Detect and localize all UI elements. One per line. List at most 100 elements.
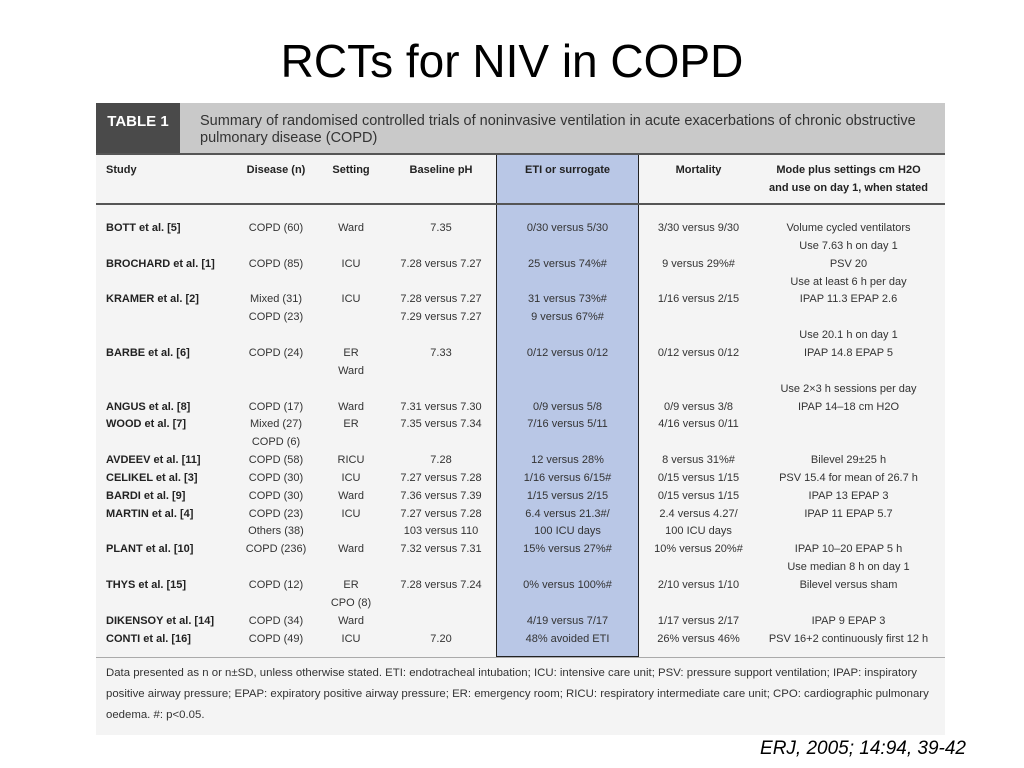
cell-ph: 7.20 bbox=[430, 632, 452, 645]
cell-disease: Others (38) bbox=[248, 525, 304, 538]
cell-mortality: 2/10 versus 1/10 bbox=[657, 579, 740, 591]
cell-mode: IPAP 14–18 cm H2O bbox=[797, 400, 900, 413]
cell-mode: PSV 15.4 for mean of 26.7 h bbox=[779, 471, 918, 484]
cell-eti: 0/9 versus 5/8 bbox=[532, 400, 603, 413]
cell-disease: COPD (30) bbox=[248, 489, 304, 502]
cell-eti: 1/16 versus 6/15# bbox=[523, 471, 612, 484]
cell-study: WOOD et al. [7] bbox=[106, 418, 187, 431]
cell-setting: Ward bbox=[338, 364, 364, 377]
cell-disease: COPD (60) bbox=[248, 222, 304, 234]
header-bottom-rule bbox=[96, 203, 945, 205]
cell-eti: 7/16 versus 5/11 bbox=[527, 418, 608, 431]
cell-mortality: 8 versus 31%# bbox=[662, 454, 735, 467]
cell-mortality: 1/16 versus 2/15 bbox=[657, 293, 740, 306]
eti-column-highlight bbox=[496, 153, 639, 657]
cell-ph: 7.29 versus 7.27 bbox=[400, 311, 482, 324]
cell-study: MARTIN et al. [4] bbox=[106, 507, 194, 520]
cell-ph: 7.35 bbox=[430, 222, 452, 234]
cell-mode: IPAP 11.3 EPAP 2.6 bbox=[799, 293, 898, 306]
header-eti: ETI or surrogate bbox=[525, 164, 610, 176]
cell-mode: IPAP 9 EPAP 3 bbox=[811, 614, 886, 627]
cell-eti: 48% avoided ETI bbox=[525, 632, 610, 645]
cell-study: CONTI et al. [16] bbox=[106, 632, 191, 645]
table-caption-bar: TABLE 1 Summary of randomised controlled… bbox=[96, 103, 945, 153]
cell-setting: Ward bbox=[338, 400, 364, 413]
cell-study: BOTT et al. [5] bbox=[106, 222, 181, 234]
cell-setting: ICU bbox=[341, 257, 361, 270]
cell-disease: COPD (12) bbox=[248, 579, 304, 591]
cell-setting: Ward bbox=[338, 614, 364, 627]
cell-mode: IPAP 11 EPAP 5.7 bbox=[804, 507, 893, 520]
cell-disease: COPD (34) bbox=[248, 614, 304, 627]
header-baseline-ph: Baseline pH bbox=[409, 164, 473, 176]
cell-eti: 0/30 versus 5/30 bbox=[526, 222, 609, 234]
cell-eti: 0/12 versus 0/12 bbox=[526, 346, 609, 359]
table-label: TABLE 1 bbox=[96, 103, 180, 153]
cell-eti: 31 versus 73%# bbox=[528, 293, 607, 306]
cell-disease: COPD (85) bbox=[248, 257, 304, 270]
cell-ph: 7.28 versus 7.27 bbox=[400, 257, 482, 270]
header-mortality: Mortality bbox=[675, 164, 722, 176]
cell-disease: COPD (30) bbox=[248, 471, 304, 484]
cell-ph: 7.28 versus 7.27 bbox=[400, 293, 482, 306]
cell-ph: 7.28 bbox=[430, 454, 452, 467]
cell-ph: 7.28 versus 7.24 bbox=[400, 579, 482, 591]
header-setting: Setting bbox=[332, 164, 370, 176]
cell-setting: CPO (8) bbox=[330, 596, 372, 609]
cell-setting: Ward bbox=[338, 543, 364, 556]
cell-setting: ER bbox=[343, 579, 359, 591]
cell-mode: Use 7.63 h on day 1 bbox=[799, 239, 898, 252]
cell-setting: ICU bbox=[341, 293, 361, 306]
cell-mode: Bilevel 29±25 h bbox=[810, 454, 887, 467]
cell-study: KRAMER et al. [2] bbox=[106, 293, 199, 306]
table-caption: Summary of randomised controlled trials … bbox=[200, 113, 916, 146]
cell-disease: COPD (6) bbox=[251, 436, 301, 449]
cell-ph: 7.27 versus 7.28 bbox=[400, 471, 482, 484]
cell-mortality: 0/15 versus 1/15 bbox=[657, 471, 740, 484]
cell-mortality: 9 versus 29%# bbox=[662, 257, 735, 270]
table-figure: TABLE 1 Summary of randomised controlled… bbox=[96, 103, 945, 735]
cell-study: ANGUS et al. [8] bbox=[106, 400, 191, 413]
cell-disease: COPD (17) bbox=[248, 400, 304, 413]
header-disease: Disease (n) bbox=[246, 164, 306, 176]
cell-mode: IPAP 10–20 EPAP 5 h bbox=[794, 543, 903, 556]
cell-study: CELIKEL et al. [3] bbox=[106, 471, 198, 484]
cell-ph: 7.33 bbox=[430, 346, 452, 359]
cell-mode: IPAP 14.8 EPAP 5 bbox=[803, 346, 894, 359]
cell-setting: Ward bbox=[338, 222, 364, 234]
cell-mortality: 3/30 versus 9/30 bbox=[657, 222, 740, 234]
citation: ERJ, 2005; 14:94, 39-42 bbox=[760, 738, 966, 759]
cell-mode: Use 20.1 h on day 1 bbox=[799, 329, 898, 342]
cell-disease: COPD (24) bbox=[248, 346, 304, 359]
cell-mortality: 0/15 versus 1/15 bbox=[657, 489, 740, 502]
cell-disease: COPD (236) bbox=[245, 543, 307, 556]
cell-setting: ER bbox=[343, 418, 359, 431]
cell-eti: 12 versus 28% bbox=[531, 454, 604, 467]
table-bottom-rule bbox=[96, 657, 945, 658]
cell-setting: ICU bbox=[341, 507, 361, 520]
cell-study: BARDI et al. [9] bbox=[106, 489, 186, 502]
header-mode-line2: and use on day 1, when stated bbox=[769, 182, 928, 194]
cell-study: BROCHARD et al. [1] bbox=[106, 257, 215, 270]
cell-study: PLANT et al. [10] bbox=[106, 543, 194, 556]
cell-disease: COPD (23) bbox=[248, 311, 304, 324]
cell-mode: PSV 16+2 continuously first 12 h bbox=[768, 632, 929, 645]
cell-mode: Use 2×3 h sessions per day bbox=[780, 382, 917, 395]
cell-disease: COPD (49) bbox=[248, 632, 304, 645]
cell-eti: 6.4 versus 21.3#/ bbox=[525, 507, 610, 520]
cell-study: THYS et al. [15] bbox=[106, 579, 187, 591]
cell-mode: PSV 20 bbox=[829, 257, 868, 270]
cell-ph: 7.35 versus 7.34 bbox=[400, 418, 482, 431]
cell-ph: 7.31 versus 7.30 bbox=[400, 400, 482, 413]
cell-study: BARBE et al. [6] bbox=[106, 346, 190, 359]
cell-disease: Mixed (27) bbox=[250, 418, 302, 431]
cell-mode: IPAP 13 EPAP 3 bbox=[808, 489, 889, 502]
cell-mode: Volume cycled ventilators bbox=[786, 222, 911, 234]
slide-title: RCTs for NIV in COPD bbox=[280, 35, 744, 87]
cell-disease: COPD (58) bbox=[248, 454, 304, 467]
cell-setting: ICU bbox=[341, 632, 361, 645]
cell-ph: 7.36 versus 7.39 bbox=[400, 489, 482, 502]
header-top-rule bbox=[96, 153, 945, 155]
cell-ph: 7.32 versus 7.31 bbox=[400, 543, 482, 556]
cell-setting: RICU bbox=[337, 454, 365, 467]
